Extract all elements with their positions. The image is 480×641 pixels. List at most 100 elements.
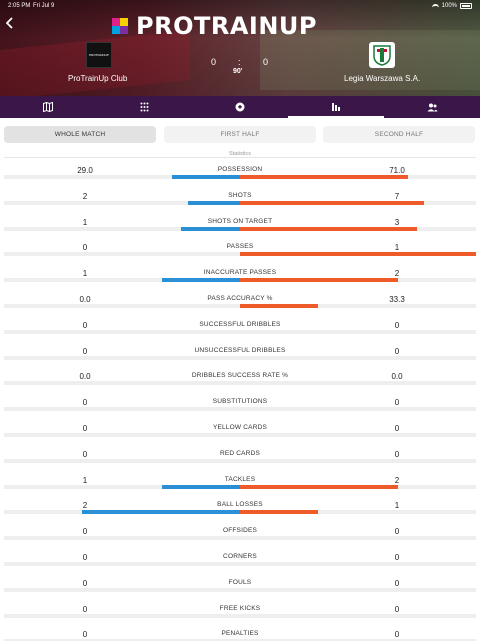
tab-first-half[interactable]: FIRST HALF (164, 126, 316, 143)
stat-away-value: 0 (394, 527, 400, 537)
stat-row: 2 SHOTS 7 (0, 186, 480, 212)
stat-label: PASSES (226, 243, 254, 251)
stat-row: 0 SUCCESSFUL DRIBBLES 0 (0, 315, 480, 341)
status-time: 2:05 PM (8, 3, 31, 9)
stat-home-value: 2 (82, 191, 88, 201)
nav-players[interactable] (384, 96, 480, 118)
stat-label: INACCURATE PASSES (203, 269, 277, 277)
map-icon (43, 102, 53, 112)
stat-home-value: 0 (82, 398, 88, 408)
home-logo-text: PROTRAINUP (89, 53, 109, 57)
statistics-heading: Statistics (228, 151, 251, 157)
stat-bar-away (240, 304, 318, 308)
stat-row: 0 FOULS 0 (0, 573, 480, 599)
stat-home-value: 29.0 (77, 166, 93, 175)
tab-whole-match[interactable]: WHOLE MATCH (4, 126, 156, 143)
stats-icon (332, 103, 340, 111)
stat-bar-away (240, 510, 318, 515)
stat-label: FOULS (228, 578, 252, 586)
period-tabs: WHOLE MATCH FIRST HALF SECOND HALF (0, 118, 480, 150)
stat-home-value: 2 (82, 501, 88, 511)
stat-track-home (4, 433, 240, 437)
stat-label: SUCCESSFUL DRIBBLES (199, 320, 281, 328)
stat-track-away (240, 433, 476, 437)
battery-icon (460, 3, 472, 9)
stat-label: BALL LOSSES (217, 501, 263, 509)
stat-away-value: 0 (394, 449, 400, 459)
away-team-name[interactable]: Legia Warszawa S.A. (344, 74, 421, 83)
stat-away-value: 1 (394, 501, 400, 511)
nav-lineup[interactable] (96, 96, 192, 118)
players-icon (427, 103, 437, 111)
stat-row: 0.0 PASS ACCURACY % 33.3 (0, 289, 480, 315)
stat-home-value: 0 (82, 424, 88, 433)
stat-track-home (4, 278, 240, 283)
stat-bar-away (240, 484, 399, 489)
stat-label: SHOTS ON TARGET (207, 217, 273, 225)
stat-track-home (4, 587, 240, 592)
nav-events[interactable] (192, 96, 288, 118)
stat-home-value: 0 (82, 243, 88, 253)
stat-home-value: 0 (82, 527, 88, 537)
stat-home-value: 0.0 (79, 295, 91, 304)
stat-track-away (240, 458, 476, 463)
stat-track-away (240, 536, 476, 541)
stat-track-home (4, 613, 240, 618)
stat-bar-home (188, 200, 240, 205)
status-date: Fri Jul 9 (33, 3, 55, 9)
stat-track-away (240, 329, 476, 334)
score-away: 0 (263, 57, 269, 67)
stat-away-value: 0 (394, 630, 400, 640)
match-header: 2:05 PM Fri Jul 9 100% PROTRAINUP PROTRA… (0, 0, 480, 96)
nav-stats[interactable] (288, 96, 384, 118)
stat-bar-home (181, 226, 240, 231)
stat-label: PASS ACCURACY % (207, 295, 273, 302)
stat-label: YELLOW CARDS (212, 424, 268, 431)
section-divider (4, 157, 476, 158)
stat-row: 0 UNSUCCESSFUL DRIBBLES 0 (0, 341, 480, 367)
status-right: 100% (431, 3, 472, 9)
stat-track-home (4, 355, 240, 360)
lineup-grid-icon (140, 102, 148, 112)
stat-track-away (240, 381, 476, 386)
stat-bar-home (81, 510, 240, 515)
stat-away-value: 1 (394, 243, 400, 253)
match-minute: 90' (233, 68, 243, 75)
stat-row: 0 RED CARDS 0 (0, 444, 480, 470)
stat-row: 0 CORNERS 0 (0, 547, 480, 573)
stat-bar-away (240, 252, 476, 257)
stat-bar-home (162, 278, 240, 283)
stat-track-home (4, 329, 240, 334)
stat-away-value: 71.0 (389, 166, 405, 175)
stat-row: 0 OFFSIDES 0 (0, 521, 480, 547)
stat-track-home (4, 175, 240, 179)
stat-home-value: 1 (82, 475, 88, 485)
home-team-name[interactable]: ProTrainUp Club (68, 74, 128, 83)
nav-map[interactable] (0, 96, 96, 118)
football-icon (235, 102, 245, 112)
stat-row: 29.0 POSSESSION 71.0 (0, 160, 480, 186)
stat-home-value: 0 (82, 320, 88, 330)
stat-label: UNSUCCESSFUL DRIBBLES (194, 346, 286, 354)
wifi-icon (431, 3, 439, 9)
tab-second-half[interactable]: SECOND HALF (323, 126, 475, 143)
home-team-logo: PROTRAINUP (86, 42, 112, 68)
stat-away-value: 0 (394, 424, 400, 433)
stat-away-value: 0 (394, 604, 400, 614)
header-shade (0, 0, 480, 96)
stat-away-value: 2 (394, 269, 400, 279)
stat-track-home (4, 407, 240, 412)
battery-percent: 100% (441, 3, 457, 9)
back-chevron-icon[interactable] (5, 16, 18, 32)
stat-label: CORNERS (223, 553, 257, 560)
stat-track-away (240, 510, 476, 515)
stat-track-home (4, 304, 240, 308)
stat-home-value: 0.0 (79, 372, 91, 382)
stat-track-home (4, 252, 240, 257)
stat-away-value: 0 (394, 346, 400, 356)
stat-row: 1 SHOTS ON TARGET 3 (0, 212, 480, 238)
stat-away-value: 0.0 (391, 372, 403, 382)
brand-title: PROTRAINUP (136, 12, 317, 40)
brand-logo: PROTRAINUP (112, 12, 317, 40)
